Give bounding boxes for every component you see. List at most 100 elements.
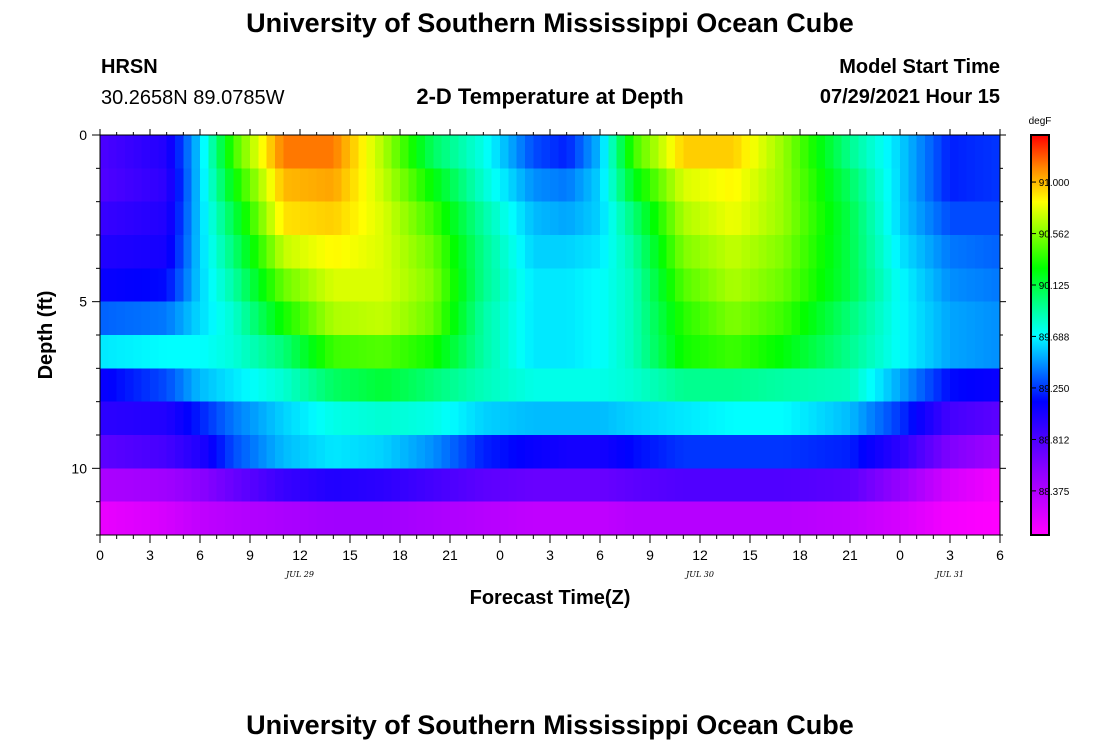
heatmap-cell xyxy=(691,201,701,236)
heatmap-cell xyxy=(616,301,626,336)
x-tick-label: 0 xyxy=(896,547,904,563)
heatmap-cell xyxy=(133,501,143,536)
heatmap-cell xyxy=(516,135,526,169)
heatmap-cell xyxy=(516,335,526,369)
heatmap-cell xyxy=(316,435,326,469)
heatmap-cell xyxy=(108,501,118,536)
heatmap-cell xyxy=(658,368,668,403)
heatmap-cell xyxy=(258,368,268,403)
heatmap-cell xyxy=(883,368,893,403)
heatmap-cell xyxy=(633,435,643,469)
heatmap-cell xyxy=(400,368,409,403)
heatmap-cell xyxy=(400,435,409,469)
heatmap-cell xyxy=(541,135,551,169)
heatmap-cell xyxy=(558,335,568,369)
heatmap-cell xyxy=(191,135,201,169)
heatmap-cell xyxy=(858,168,868,203)
heatmap-cell xyxy=(158,435,168,469)
date-label: JUL 30 xyxy=(684,570,714,579)
heatmap-cell xyxy=(891,401,901,436)
heatmap-cell xyxy=(575,401,584,436)
heatmap-cell xyxy=(216,401,226,436)
heatmap-cell xyxy=(258,335,268,369)
heatmap-cell xyxy=(350,135,359,169)
heatmap-cell xyxy=(725,201,734,236)
heatmap-cell xyxy=(441,501,451,536)
heatmap-cell xyxy=(108,468,118,503)
heatmap-cell xyxy=(233,168,243,203)
heatmap-cell xyxy=(575,201,584,236)
heatmap-cell xyxy=(883,401,893,436)
heatmap-cell xyxy=(675,368,684,403)
heatmap-cell xyxy=(241,168,251,203)
heatmap-cell xyxy=(575,335,584,369)
heatmap-cell xyxy=(491,235,501,269)
heatmap-cell xyxy=(925,268,934,303)
heatmap-cell xyxy=(150,201,159,236)
heatmap-cell xyxy=(975,335,984,369)
heatmap-cell xyxy=(500,335,509,369)
heatmap-cell xyxy=(425,135,434,169)
heatmap-cell xyxy=(658,168,668,203)
heatmap-cell xyxy=(750,335,759,369)
heatmap-cell xyxy=(641,468,651,503)
heatmap-cell xyxy=(525,201,534,236)
heatmap-cell xyxy=(241,301,251,336)
heatmap-cell xyxy=(483,201,493,236)
heatmap-cell xyxy=(300,201,309,236)
heatmap-cell xyxy=(783,235,793,269)
heatmap-cell xyxy=(475,335,484,369)
heatmap-cell xyxy=(791,468,801,503)
heatmap-cell xyxy=(475,135,484,169)
heatmap-cell xyxy=(250,401,259,436)
heatmap-cell xyxy=(683,135,693,169)
heatmap-cell xyxy=(350,235,359,269)
heatmap-cell xyxy=(466,501,476,536)
heatmap-cell xyxy=(291,135,301,169)
heatmap-cell xyxy=(158,468,168,503)
heatmap-cell xyxy=(975,501,984,536)
heatmap-cell xyxy=(641,135,651,169)
heatmap-cell xyxy=(291,435,301,469)
heatmap-cell xyxy=(975,235,984,269)
heatmap-cell xyxy=(775,168,784,203)
heatmap-cell xyxy=(758,468,768,503)
heatmap-cell xyxy=(891,301,901,336)
heatmap-cell xyxy=(875,268,884,303)
heatmap-cell xyxy=(141,501,151,536)
heatmap-cell xyxy=(466,468,476,503)
heatmap-cell xyxy=(933,268,943,303)
heatmap-cell xyxy=(483,468,493,503)
heatmap-cell xyxy=(525,401,534,436)
heatmap-cell xyxy=(991,135,1001,169)
model-start-value: 07/29/2021 Hour 15 xyxy=(819,86,1000,108)
heatmap-cell xyxy=(508,201,518,236)
heatmap-cell xyxy=(250,468,259,503)
heatmap-cell xyxy=(375,168,384,203)
heatmap-cell xyxy=(141,168,151,203)
heatmap-cell xyxy=(533,468,543,503)
heatmap-cell xyxy=(116,201,126,236)
heatmap-cell xyxy=(566,468,576,503)
heatmap-cell xyxy=(941,368,951,403)
heatmap-cell xyxy=(283,501,293,536)
heatmap-cell xyxy=(825,468,834,503)
heatmap-cell xyxy=(483,235,493,269)
heatmap-cell xyxy=(408,501,418,536)
heatmap-cell xyxy=(350,468,359,503)
heatmap-cell xyxy=(591,235,601,269)
heatmap-cell xyxy=(175,368,184,403)
heatmap-cell xyxy=(500,401,509,436)
heatmap-cell xyxy=(183,201,193,236)
heatmap-cell xyxy=(858,268,868,303)
heatmap-cell xyxy=(191,335,201,369)
heatmap-cell xyxy=(258,135,268,169)
heatmap-cell xyxy=(391,301,401,336)
heatmap-cell xyxy=(533,135,543,169)
heatmap-cell xyxy=(966,168,976,203)
heatmap-cell xyxy=(825,401,834,436)
heatmap-cell xyxy=(991,235,1001,269)
heatmap-cell xyxy=(425,201,434,236)
heatmap-cell xyxy=(441,301,451,336)
heatmap-cell xyxy=(125,168,134,203)
